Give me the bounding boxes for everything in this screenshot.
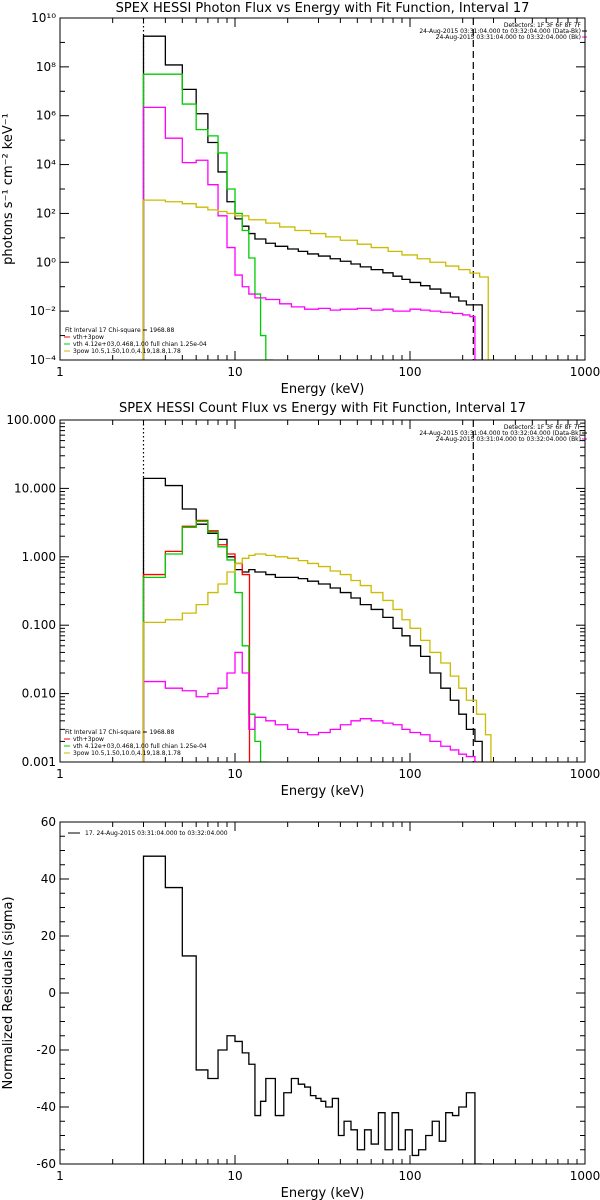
series-line-5: [142, 553, 499, 762]
series-line-1: [142, 855, 483, 1164]
y-tick-label: 10⁶: [36, 109, 56, 123]
y-tick-label: 0.100: [22, 618, 56, 632]
y-tick-label: 10⁰: [36, 255, 56, 269]
plot-frame: [59, 17, 586, 361]
x-tick-label: 1: [56, 365, 64, 379]
legend-bottomleft-text: vth 4.12e+03,0.468,1.00 full chian 1.25e…: [73, 341, 207, 348]
x-tick-label: 1: [56, 767, 64, 781]
y-axis-label: photons s⁻¹ cm⁻² keV⁻¹: [1, 113, 16, 265]
chart-panel-2: SPEX HESSI Count Flux vs Energy with Fit…: [6, 401, 600, 799]
legend-bottomleft-text: vth+3pow: [73, 334, 104, 341]
x-tick-label: 1000: [570, 1169, 600, 1183]
y-tick-label: -40: [36, 1100, 56, 1114]
x-tick-label: 100: [399, 365, 422, 379]
legend-bottomleft-text: 3pow 10.5,1.50,10.0,4.19,18.8,1.78: [73, 348, 181, 355]
plot-frame: [59, 821, 586, 1165]
y-tick-label: 10.000: [14, 481, 56, 495]
legend-topleft-text: 17. 24-Aug-2015 03:31:04.000 to 03:32:04…: [85, 830, 228, 837]
legend-bottomleft-text: vth+3pow: [73, 736, 104, 743]
y-tick-label: 10⁻⁴: [30, 353, 57, 367]
y-tick-label: 10²: [36, 206, 56, 220]
series-line-1: [142, 35, 483, 360]
legend-topright-text: 24-Aug-2015 03:31:04.000 to 03:32:04.000…: [419, 28, 581, 35]
x-tick-label: 10: [227, 767, 242, 781]
x-axis-label: Energy (keV): [281, 784, 365, 799]
chart-title: SPEX HESSI Photon Flux vs Energy with Fi…: [116, 1, 530, 16]
legend-topright-text: 24-Aug-2015 03:31:04.000 to 03:32:04.000…: [419, 430, 581, 437]
y-tick-label: 10⁸: [36, 60, 56, 74]
x-tick-label: 1000: [570, 365, 600, 379]
legend-bottomleft-text: Fit Interval 17 Chi-square = 1968.88: [65, 729, 174, 736]
legend-topright-text: Detectors: 1F 3F 6F 8F 7F: [504, 424, 582, 431]
legend-bottomleft-text: Fit Interval 17 Chi-square = 1968.88: [65, 327, 174, 334]
y-tick-label: 100.000: [6, 413, 56, 427]
x-tick-label: 10: [227, 365, 242, 379]
plot-frame: [59, 419, 586, 763]
x-tick-label: 100: [399, 767, 422, 781]
x-tick-label: 100: [399, 1169, 422, 1183]
x-tick-label: 10: [227, 1169, 242, 1183]
series-line-4: [142, 199, 496, 360]
series-line-4: [142, 651, 483, 762]
x-tick-label: 1000: [570, 767, 600, 781]
chart-title: SPEX HESSI Count Flux vs Energy with Fit…: [119, 401, 526, 416]
y-axis-label: Normalized Residuals (sigma): [1, 896, 16, 1089]
y-tick-label: 0: [48, 986, 56, 1000]
legend-topright-text: 24-Aug-2015 03:31:04.000 to 03:32:04.000…: [436, 436, 581, 443]
y-tick-label: 1.000: [22, 550, 56, 564]
y-tick-label: 10⁴: [36, 158, 56, 172]
y-tick-label: 10⁻²: [30, 304, 57, 318]
legend-topright-text: Detectors: 1F 3F 6F 8F 7F: [504, 22, 582, 29]
y-tick-label: 0.001: [22, 755, 56, 769]
series-line-3: [142, 520, 268, 762]
y-tick-label: 0.010: [22, 687, 56, 701]
legend-topright-text: 24-Aug-2015 03:31:04.000 to 03:32:04.000…: [436, 34, 581, 41]
y-tick-label: 10¹⁰: [31, 11, 56, 25]
y-tick-label: 20: [41, 929, 56, 943]
y-tick-label: -60: [36, 1157, 56, 1171]
chart-panel-3: 1 10 100 1000 -60 -40 -20 0 20 40 60 Energy (keV) No…: [1, 815, 600, 1200]
series-line-2: [142, 73, 274, 360]
series-line-3: [142, 106, 483, 360]
legend-bottomleft-text: vth 4.12e+03,0.468,1.00 full chian 1.25e…: [73, 743, 207, 750]
x-tick-label: 1: [56, 1169, 64, 1183]
y-tick-label: 40: [41, 872, 56, 886]
x-axis-label: Energy (keV): [281, 382, 365, 397]
legend-bottomleft-text: 3pow 10.5,1.50,10.0,4.19,18.8,1.78: [73, 750, 181, 757]
y-tick-label: -20: [36, 1043, 56, 1057]
chart-panel-1: SPEX HESSI Photon Flux vs Energy with Fi…: [1, 1, 600, 397]
x-axis-label: Energy (keV): [281, 1186, 365, 1200]
y-tick-label: 60: [41, 815, 56, 829]
